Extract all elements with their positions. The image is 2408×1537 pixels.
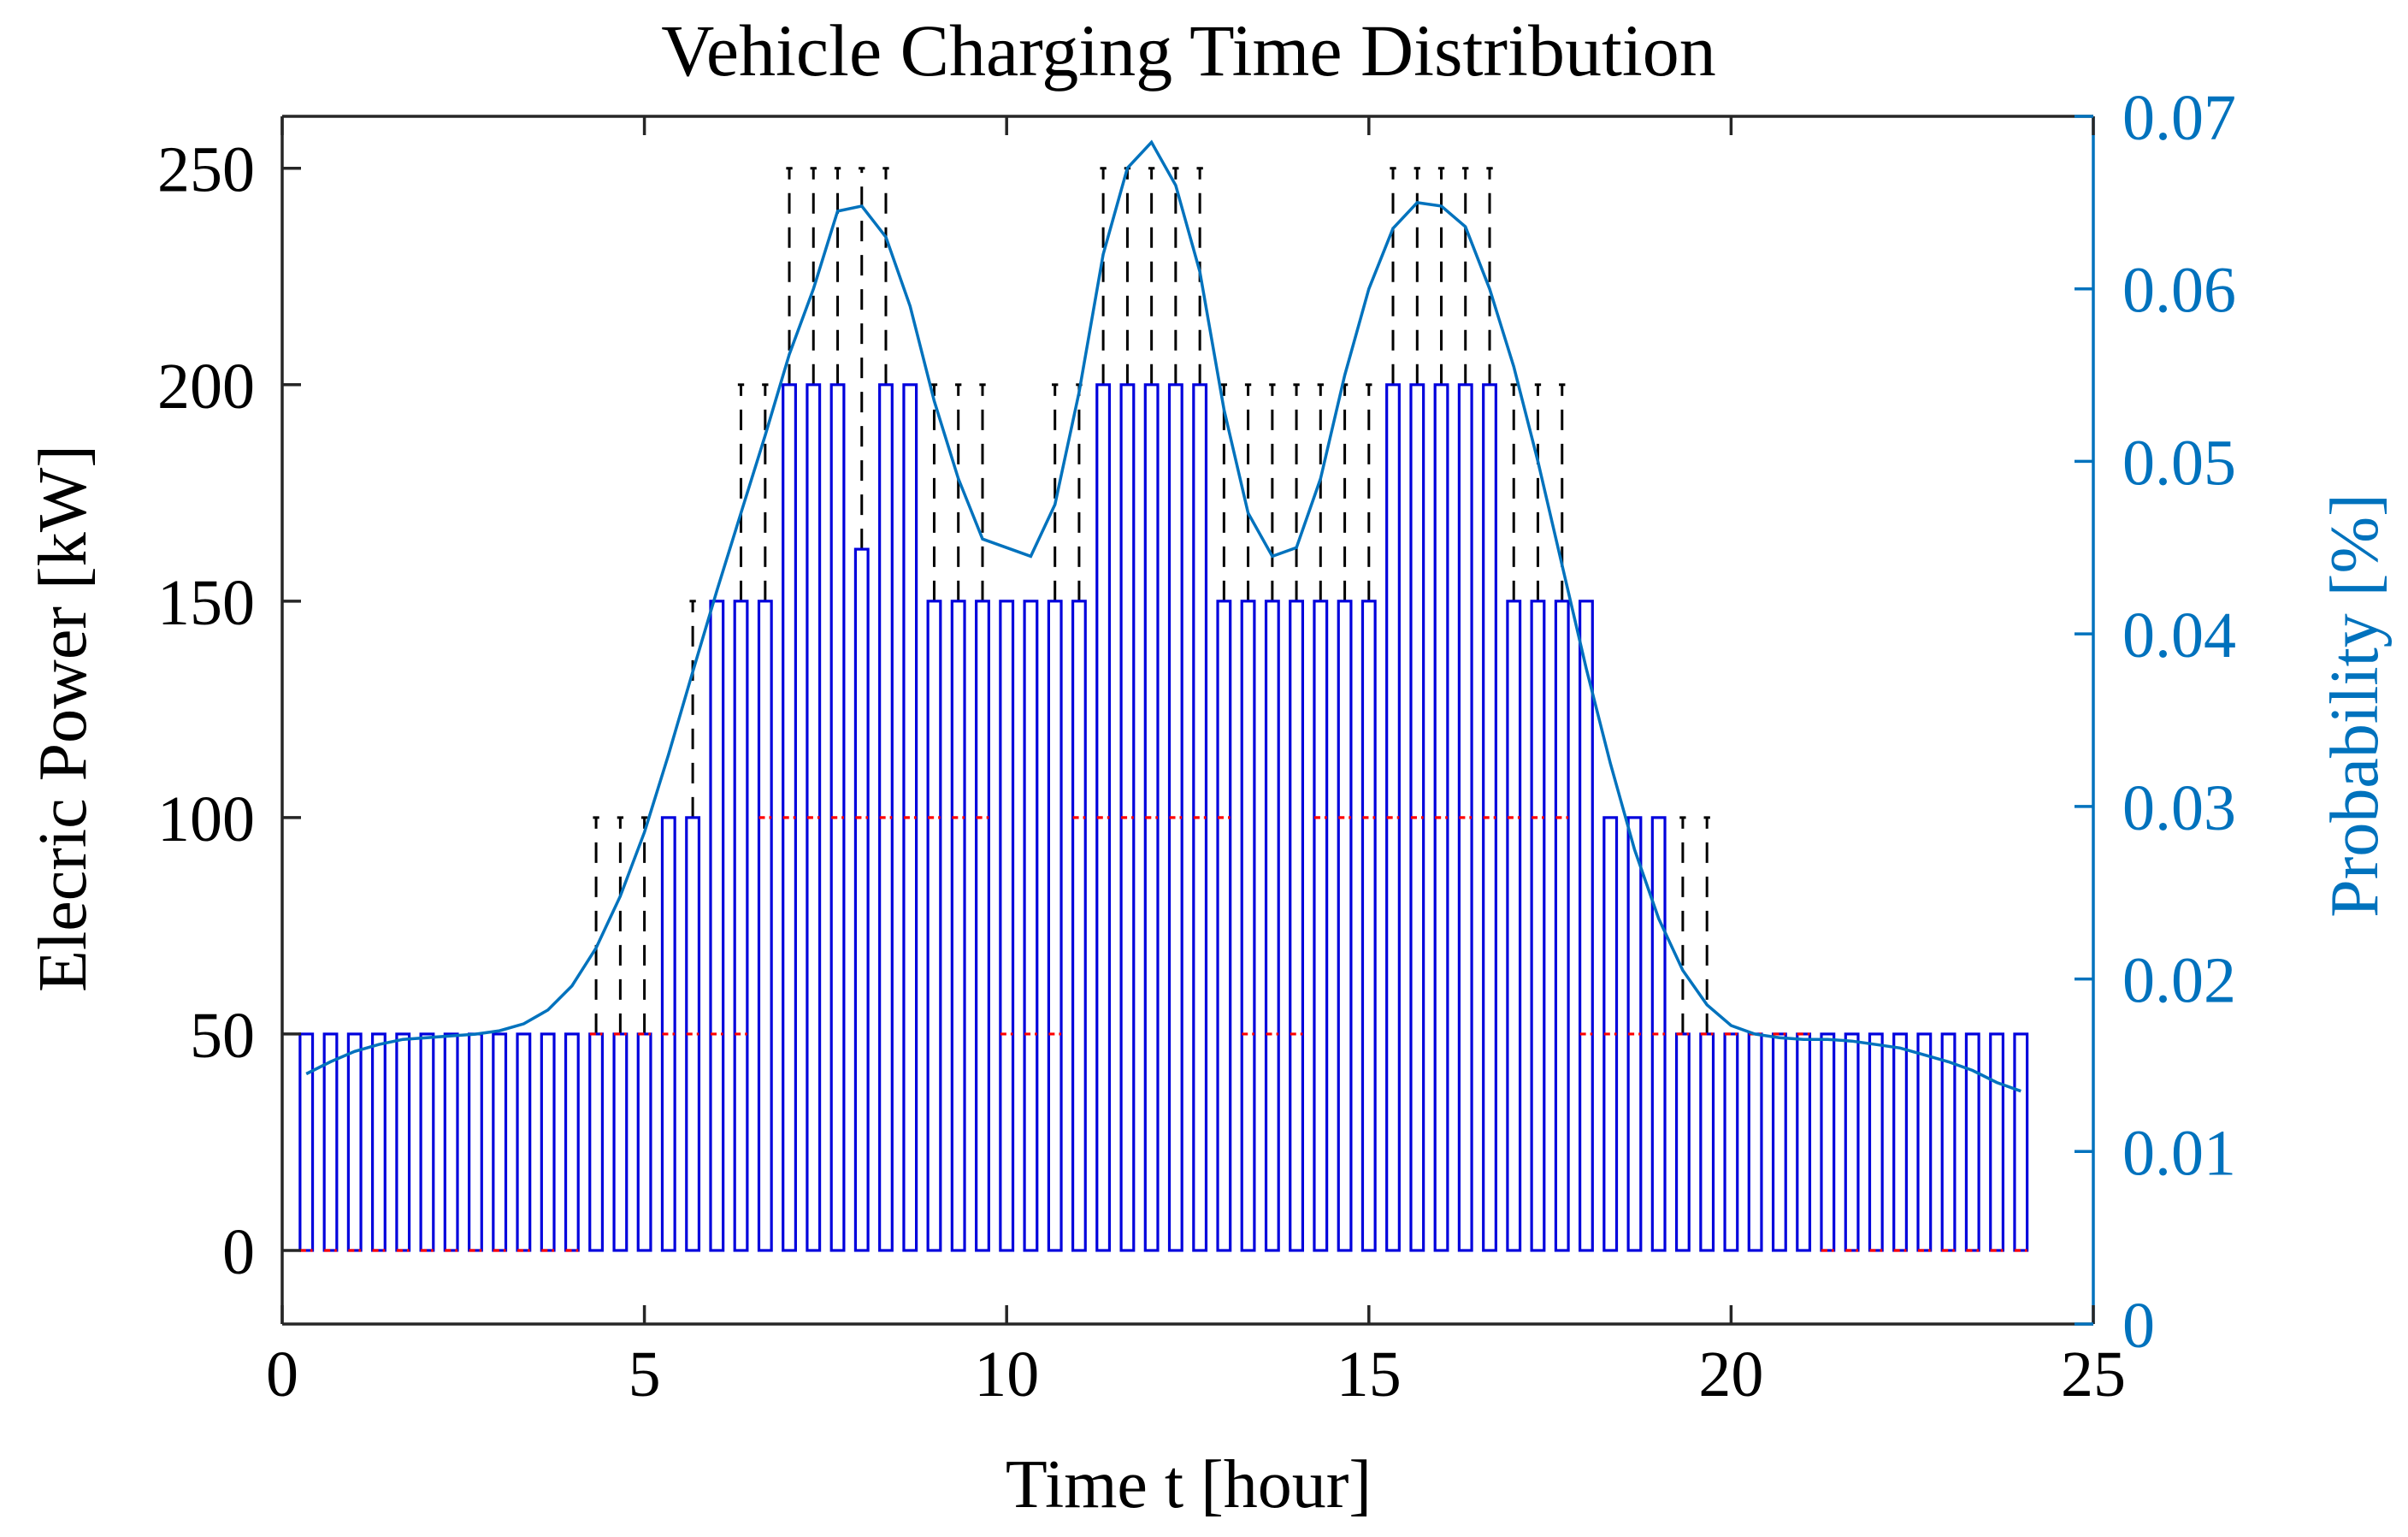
x-tick-label: 15 (1337, 1339, 1402, 1410)
y-right-tick-label: 0.07 (2122, 82, 2236, 154)
y-tick-label: 250 (157, 134, 255, 206)
box (395, 1032, 411, 1252)
box (1313, 600, 1329, 1252)
box (1674, 1032, 1691, 1252)
probability-curve (305, 139, 2021, 1093)
box (1844, 1032, 1860, 1252)
box (853, 547, 870, 1252)
box (1579, 600, 1594, 1252)
y-right-tick-label: 0.04 (2122, 600, 2236, 671)
axes-group: 0 5 10 15 20 2505010015020025000.010.020.030.… (157, 82, 2236, 1410)
box (540, 1032, 556, 1252)
box (1023, 600, 1039, 1252)
y-right-tick-label: 0.01 (2122, 1117, 2236, 1189)
box (370, 1032, 387, 1252)
box (1747, 1032, 1763, 1252)
box (468, 1032, 483, 1252)
y-tick-label: 200 (157, 351, 255, 423)
box (1796, 1032, 1812, 1252)
box (492, 1032, 508, 1252)
box (1530, 600, 1546, 1252)
y-right-axis-label: Probability [%] (2317, 494, 2393, 917)
x-tick-label: 25 (2061, 1339, 2126, 1410)
box (975, 600, 990, 1252)
box (419, 1032, 435, 1252)
box (564, 1032, 580, 1252)
box (612, 1032, 629, 1252)
box (926, 600, 942, 1252)
y-tick-label: 50 (190, 1000, 255, 1072)
box (1554, 600, 1570, 1252)
box (2013, 1032, 2029, 1252)
box-plot-group (298, 167, 2029, 1252)
box (1892, 1032, 1908, 1252)
chart-title: Vehicle Charging Time Distribution (661, 9, 1715, 92)
box (322, 1032, 339, 1252)
box (1240, 600, 1256, 1252)
box (1506, 600, 1522, 1252)
x-tick-label: 5 (629, 1339, 661, 1410)
box (950, 600, 966, 1252)
x-axis-label: Time t [hour] (1006, 1447, 1372, 1522)
box (588, 1032, 605, 1252)
box (1071, 600, 1087, 1252)
y-tick-label: 100 (157, 783, 255, 855)
box (1916, 1032, 1933, 1252)
box (1771, 1032, 1787, 1252)
box (1820, 1032, 1836, 1252)
box (1264, 600, 1280, 1252)
y-right-tick-label: 0 (2122, 1290, 2155, 1362)
box (1989, 1032, 2005, 1252)
box (516, 1032, 532, 1252)
box (346, 1032, 363, 1252)
x-tick-label: 0 (266, 1339, 298, 1410)
y-tick-label: 0 (222, 1216, 255, 1288)
x-tick-label: 20 (1698, 1339, 1763, 1410)
y-tick-label: 150 (157, 567, 255, 639)
box (443, 1032, 459, 1252)
box (1360, 600, 1377, 1252)
box (1964, 1032, 1980, 1252)
box (298, 1032, 315, 1252)
x-tick-label: 10 (974, 1339, 1039, 1410)
box (1216, 600, 1232, 1252)
box (636, 1032, 652, 1252)
y-right-tick-label: 0.05 (2122, 427, 2236, 499)
box (1868, 1032, 1884, 1252)
box (1723, 1032, 1739, 1252)
box (999, 600, 1015, 1252)
box (1047, 600, 1063, 1252)
box (1699, 1032, 1715, 1252)
y-right-tick-label: 0.06 (2122, 255, 2236, 327)
probability-curve-group (305, 139, 2021, 1093)
box (1940, 1032, 1956, 1252)
y-axis-label: Elecric Power [kW] (26, 445, 101, 992)
y-right-tick-label: 0.03 (2122, 772, 2236, 844)
y-right-tick-label: 0.02 (2122, 945, 2236, 1017)
box (757, 600, 773, 1252)
box (733, 600, 749, 1252)
box (1289, 600, 1305, 1252)
box (709, 600, 725, 1252)
box (1337, 600, 1353, 1252)
